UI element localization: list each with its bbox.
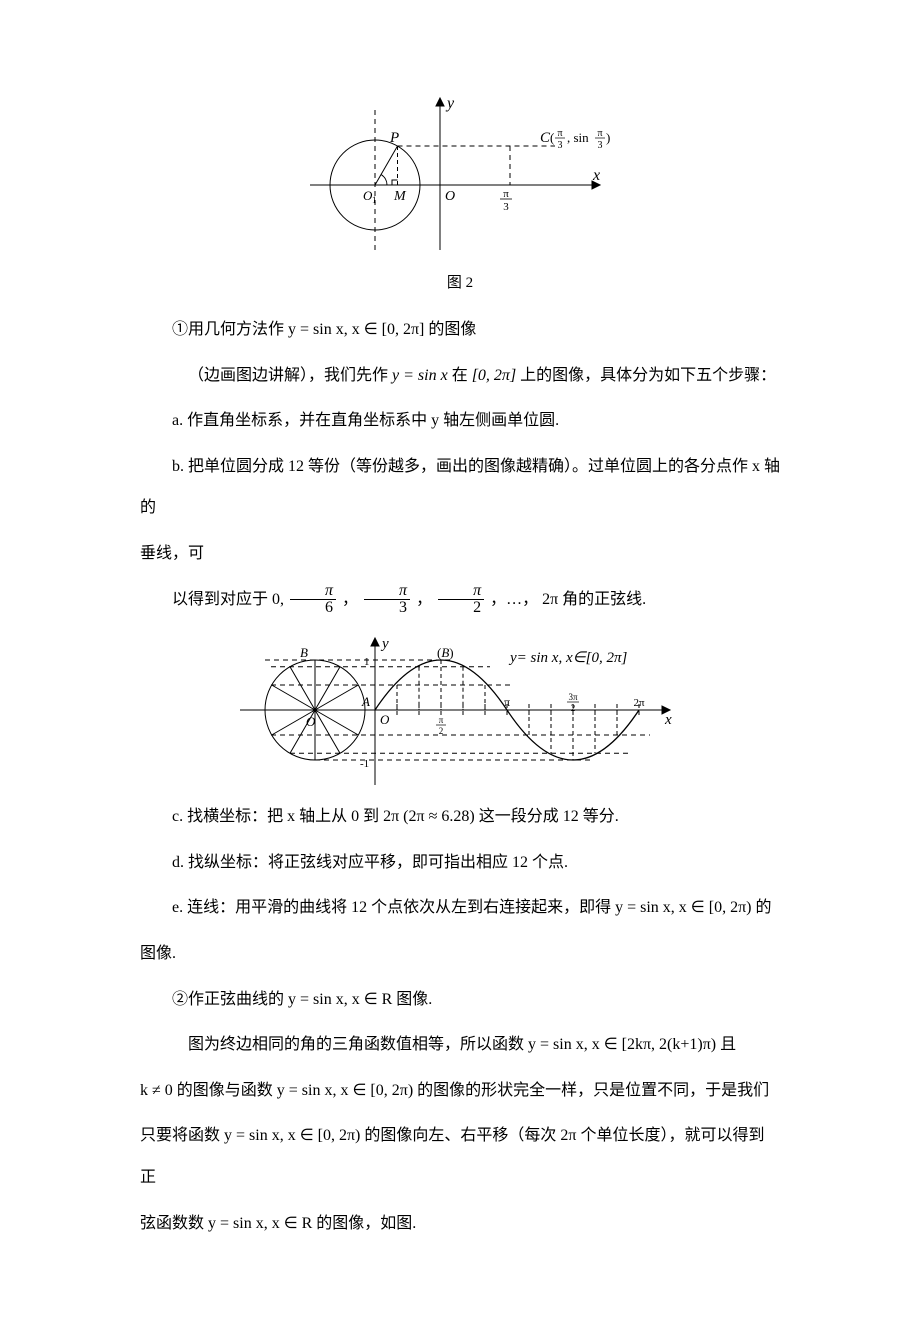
step-b-line1: b. 把单位圆分成 12 等份（等份越多，画出的图像越精确）。过单位圆上的各分点… — [140, 446, 780, 529]
svg-text:2: 2 — [571, 703, 576, 713]
step-e-line2: 图像. — [140, 933, 780, 975]
point-a: A — [361, 694, 370, 709]
point-bp: (B) — [437, 645, 454, 660]
svg-text:π: π — [557, 128, 562, 139]
frac-pi6: π6 — [290, 583, 336, 618]
sine-y-label: y — [380, 636, 389, 652]
step-a: a. 作直角坐标系，并在直角坐标系中 y 轴左侧画单位圆. — [140, 400, 780, 442]
text-s1: ①用几何方法作 y = sin x, x ∈ [0, 2π] 的图像 — [172, 321, 476, 338]
svg-text:2: 2 — [439, 726, 444, 736]
svg-text:π: π — [439, 715, 444, 725]
point-m-label: M — [393, 189, 407, 204]
frac-pi3: π3 — [364, 583, 410, 618]
svg-text:π: π — [597, 128, 602, 139]
step-1-title: ①用几何方法作 y = sin x, x ∈ [0, 2π] 的图像 — [140, 309, 780, 351]
circle-o: O — [306, 714, 316, 729]
para-final-4: 弦函数数 y = sin x, x ∈ R 的图像，如图. — [140, 1203, 780, 1245]
svg-text:, sin: , sin — [567, 130, 589, 145]
tick-pi3-den: 3 — [503, 201, 509, 213]
step-1-intro: （边画图边讲解），我们先作 y = sin x 在 [0, 2π] 上的图像，具… — [140, 355, 780, 397]
ytick-neg1: -1 — [360, 758, 369, 770]
svg-text:3: 3 — [598, 140, 603, 151]
point-p-label: P — [389, 130, 399, 146]
svg-text:3π: 3π — [568, 692, 578, 702]
para-final-2: k ≠ 0 的图像与函数 y = sin x, x ∈ [0, 2π) 的图像的… — [140, 1070, 780, 1112]
origin-label: O — [445, 189, 455, 204]
point-b: B — [300, 645, 308, 660]
sine-x-label: x — [664, 712, 672, 728]
step-b-line2: 垂线，可 — [140, 533, 780, 575]
para-final-3: 只要将函数 y = sin x, x ∈ [0, 2π) 的图像向左、右平移（每… — [140, 1115, 780, 1198]
sine-title: y= sin x, x∈[0, 2π] — [508, 650, 628, 666]
figure-2: y x O O 1 P M π 3 C ( π 3 , sin π 3 ) 图 … — [140, 90, 780, 303]
point-c-paren: ( — [550, 130, 554, 145]
para-final-1: 图为终边相同的角的三角函数值相等，所以函数 y = sin x, x ∈ [2k… — [140, 1024, 780, 1066]
svg-text:π: π — [504, 695, 510, 709]
ytick-1: 1 — [364, 656, 370, 668]
svg-text:): ) — [606, 130, 610, 145]
figure-2-caption: 图 2 — [140, 264, 780, 303]
step-2-title: ②作正弦曲线的 y = sin x, x ∈ R 图像. — [140, 979, 780, 1021]
step-b-line3: 以得到对应于 0, π6 ， π3 ， π2 ，…， 2π 角的正弦线. — [140, 579, 780, 621]
frac-pi2: π2 — [438, 583, 484, 618]
svg-text:3: 3 — [558, 140, 563, 151]
figure-sine-svg: y x O O A B (B) 1 -1 y= sin x, x∈[0, 2π]… — [240, 630, 680, 790]
figure-2-svg: y x O O 1 P M π 3 C ( π 3 , sin π 3 ) — [310, 90, 610, 260]
figure-sine: y x O O A B (B) 1 -1 y= sin x, x∈[0, 2π]… — [140, 630, 780, 790]
step-d: d. 找纵坐标：将正弦线对应平移，即可指出相应 12 个点. — [140, 842, 780, 884]
circle-center-sub: 1 — [372, 195, 377, 205]
axis-y-label: y — [445, 95, 455, 112]
sine-origin: O — [380, 712, 390, 727]
axis-x-label: x — [592, 167, 600, 184]
step-e-line1: e. 连线：用平滑的曲线将 12 个点依次从左到右连接起来，即得 y = sin… — [140, 887, 780, 929]
svg-text:2π: 2π — [633, 697, 645, 709]
tick-pi3-num: π — [503, 188, 509, 200]
step-c: c. 找横坐标：把 x 轴上从 0 到 2π (2π ≈ 6.28) 这一段分成… — [140, 796, 780, 838]
